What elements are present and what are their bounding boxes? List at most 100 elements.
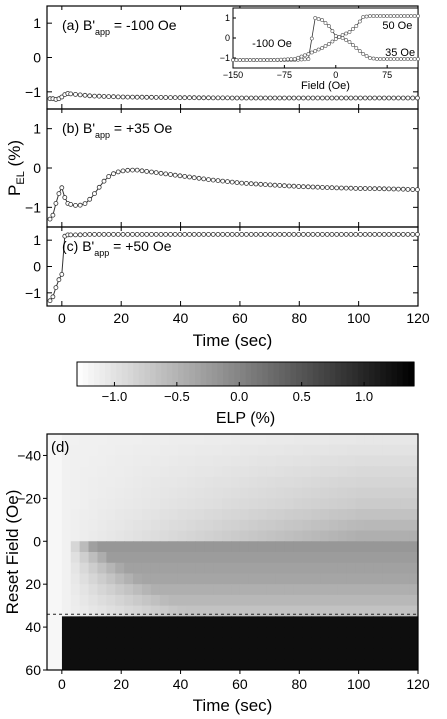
- heatmap-cell: [97, 616, 107, 628]
- heatmap-cell: [355, 509, 366, 521]
- heatmap-cell: [400, 509, 410, 521]
- heatmap-cell: [195, 552, 205, 564]
- heatmap-cell: [61, 659, 72, 671]
- heatmap-cell: [61, 519, 72, 532]
- data-point: [82, 92, 88, 98]
- heatmap-cell: [79, 444, 90, 456]
- heatmap-cell: [168, 584, 179, 596]
- heatmap-cell: [115, 434, 125, 446]
- data-point: [248, 95, 254, 101]
- heatmap-cell: [177, 455, 187, 467]
- heatmap-cell: [275, 552, 285, 564]
- data-point: [111, 171, 116, 177]
- heatmap-cell: [337, 530, 348, 542]
- heatmap-cell: [106, 476, 116, 489]
- heatmap-cell: [159, 466, 170, 478]
- inset-point: [371, 14, 376, 18]
- heatmap-cell: [168, 648, 179, 660]
- heatmap-cell: [382, 552, 392, 564]
- heatmap-cell: [150, 573, 161, 585]
- heatmap-cell: [284, 530, 294, 542]
- heatmap-cell: [391, 498, 401, 510]
- heatmap-cell: [337, 498, 348, 510]
- inset-point: [302, 57, 307, 62]
- heatmap-cell: [391, 594, 401, 607]
- heatmap-cell: [168, 487, 179, 499]
- colorbar-label: ELP (%): [216, 410, 275, 427]
- heatmap-cell: [400, 616, 410, 628]
- inset-point: [347, 40, 352, 44]
- heatmap-cell: [364, 637, 374, 650]
- data-point: [400, 186, 406, 192]
- inset-point: [416, 57, 420, 61]
- heatmap-cell: [106, 552, 116, 564]
- heatmap-cell: [284, 552, 294, 564]
- heatmap-cell: [106, 573, 116, 585]
- data-point: [296, 231, 302, 237]
- heatmap-cell: [382, 648, 392, 660]
- heatmap-cell: [204, 498, 214, 510]
- heatmap-cell: [337, 616, 348, 628]
- heatmap-cell: [346, 455, 357, 467]
- data-point: [305, 95, 311, 101]
- heatmap-cell: [159, 476, 170, 489]
- y-tick-label: 1: [33, 15, 41, 31]
- inset-point: [265, 58, 270, 62]
- inset-point: [357, 19, 362, 24]
- inset-point: [296, 55, 301, 60]
- data-point: [353, 185, 359, 191]
- heatmap-cell: [231, 487, 241, 499]
- heatmap-cell: [302, 509, 312, 521]
- x-axis-title: Time (sec): [193, 696, 273, 715]
- heatmap-cell: [284, 519, 294, 532]
- inset-y-tick-label: 0: [225, 33, 230, 43]
- heatmap-cell: [150, 530, 161, 542]
- heatmap-cell: [328, 573, 339, 585]
- heatmap-cell: [320, 627, 330, 639]
- heatmap-cell: [222, 476, 232, 489]
- heatmap-cell: [97, 562, 107, 574]
- heatmap-cell: [177, 594, 187, 607]
- data-point: [220, 231, 226, 237]
- heatmap-cell: [275, 455, 285, 467]
- heatmap-cell: [231, 498, 241, 510]
- heatmap-cell: [346, 476, 357, 489]
- heatmap-cell: [177, 573, 187, 585]
- inset-point: [368, 56, 372, 60]
- x-tick-label: 20: [113, 676, 129, 692]
- heatmap-cell: [213, 519, 223, 532]
- heatmap-cell: [275, 498, 285, 510]
- data-point: [56, 277, 62, 283]
- heatmap-cell: [177, 530, 187, 542]
- inset-point: [361, 15, 366, 19]
- heatmap-cell: [239, 659, 250, 671]
- heatmap-cell: [133, 562, 143, 574]
- data-point: [220, 178, 226, 184]
- heatmap-cell: [248, 509, 259, 521]
- heatmap-cell: [239, 509, 250, 521]
- x-tick-label: 100: [347, 676, 371, 692]
- heatmap-cell: [186, 455, 196, 467]
- heatmap-cell: [248, 466, 259, 478]
- heatmap-cell: [311, 605, 321, 617]
- heatmap-cell: [275, 476, 285, 489]
- data-point: [158, 170, 164, 176]
- heatmap-cell: [88, 616, 98, 628]
- heatmap-cell: [186, 562, 196, 574]
- data-point: [120, 168, 126, 174]
- data-point: [177, 231, 183, 237]
- colorbar-swatch: [284, 362, 292, 386]
- heatmap-cell: [70, 498, 81, 510]
- heatmap-cell: [231, 552, 241, 564]
- data-point: [405, 95, 411, 101]
- heatmap-cell: [311, 509, 321, 521]
- heatmap-cell: [222, 552, 232, 564]
- heatmap-cell: [204, 562, 214, 574]
- heatmap-cell: [355, 476, 366, 489]
- colorbar-swatch: [217, 362, 224, 386]
- heatmap-cell: [222, 509, 232, 521]
- heatmap-cell: [141, 509, 152, 521]
- heatmap-cell: [275, 605, 285, 617]
- plot-frame: [46, 108, 419, 228]
- heatmap-cell: [275, 519, 285, 532]
